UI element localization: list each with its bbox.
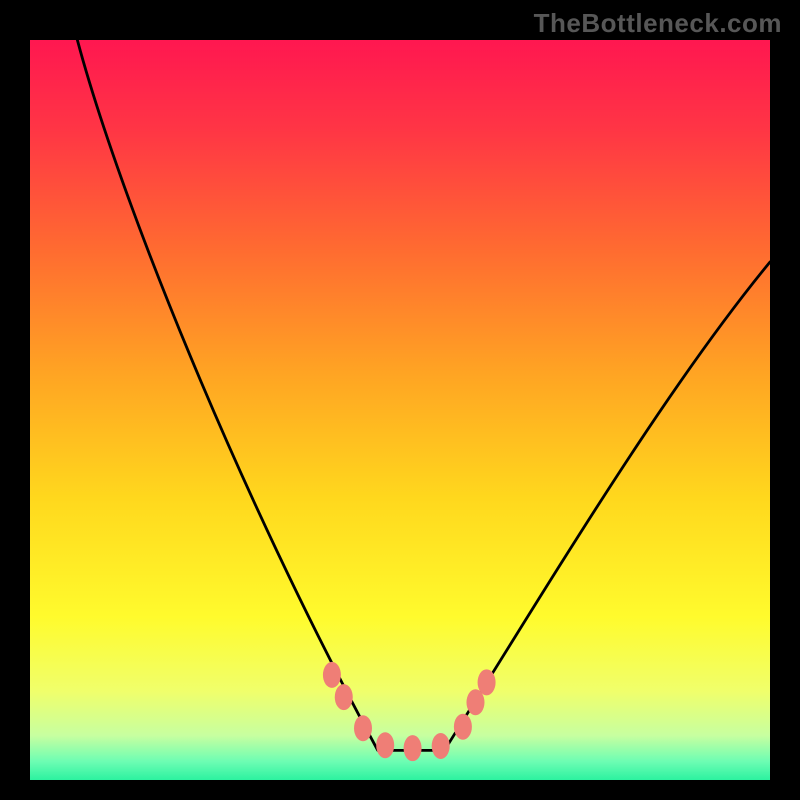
data-marker <box>354 715 372 741</box>
data-marker <box>323 662 341 688</box>
plot-area <box>30 40 770 780</box>
chart-frame: TheBottleneck.com <box>0 0 800 800</box>
curve-layer <box>30 40 770 780</box>
data-marker <box>432 733 450 759</box>
data-marker <box>376 732 394 758</box>
data-marker <box>335 684 353 710</box>
watermark-text: TheBottleneck.com <box>534 8 782 39</box>
plot-background <box>30 40 770 780</box>
data-marker <box>478 669 496 695</box>
data-marker <box>404 735 422 761</box>
data-marker <box>454 714 472 740</box>
